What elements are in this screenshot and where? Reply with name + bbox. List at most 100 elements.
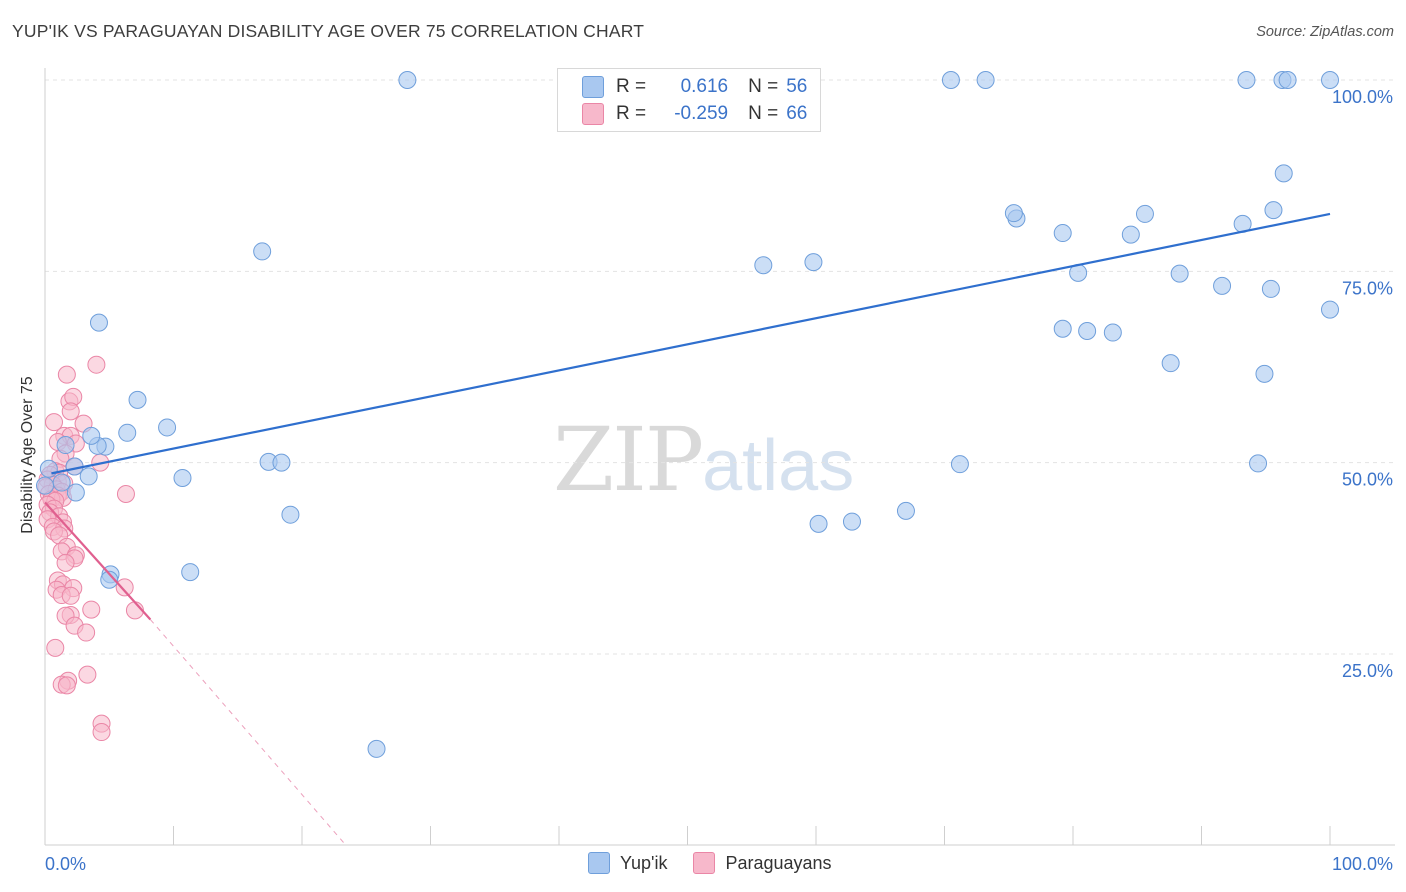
paraguayans-point: [82, 600, 101, 619]
legend-label-yupik: Yup'ik: [620, 852, 668, 873]
legend-label-paraguayans: Paraguayans: [725, 852, 832, 873]
yupik-point: [1249, 454, 1268, 473]
yupik-point: [1237, 71, 1256, 89]
legend-r-label: R =: [616, 76, 647, 97]
tick-labels: 25.0% 50.0% 75.0% 100.0% 0.0% 100.0%: [45, 87, 1393, 874]
yupik-point: [1103, 323, 1122, 342]
paraguayans-point: [44, 413, 63, 432]
paraguayans-point: [46, 638, 65, 657]
yupik-point: [754, 256, 773, 275]
gridlines: [45, 79, 1395, 655]
yupik-point: [82, 426, 101, 445]
yupik-point: [804, 253, 823, 272]
yupik-point: [52, 473, 71, 492]
yupik-point: [1264, 201, 1283, 220]
legend-n-label: N =: [748, 103, 779, 124]
paraguayans-trendline: [44, 501, 152, 621]
paraguayans-points: [37, 355, 144, 742]
yupik-point: [842, 512, 861, 531]
yupik-point: [158, 418, 177, 437]
yupik-point: [941, 71, 960, 89]
yupik-point: [809, 514, 828, 533]
x-tick-label: 0.0%: [45, 854, 86, 874]
yupik-point: [1053, 319, 1072, 338]
yupik-point: [1121, 225, 1140, 244]
yupik-point: [1274, 164, 1293, 183]
yupik-point: [272, 453, 291, 472]
yupik-point: [118, 423, 137, 442]
yupik-point: [89, 313, 108, 332]
yupik-point: [253, 242, 272, 261]
y-tick-label: 75.0%: [1342, 278, 1393, 298]
yupik-point: [39, 459, 58, 478]
legend-r-value: -0.259: [674, 103, 729, 124]
x-tick-label: 100.0%: [1332, 854, 1393, 874]
yupik-point: [1278, 71, 1297, 89]
legend-row-yupik: R = 0.616 N = 56: [582, 75, 807, 99]
yupik-point: [56, 436, 75, 455]
yupik-point: [1135, 204, 1154, 223]
yupik-point: [181, 563, 200, 582]
legend-item-paraguayans[interactable]: Paraguayans: [693, 852, 832, 874]
paraguayans-point: [77, 623, 96, 642]
yupik-point: [1321, 71, 1339, 89]
trendlines: [44, 212, 1331, 846]
watermark-zip: ZIP: [553, 408, 704, 511]
legend-r-value: 0.616: [680, 76, 729, 97]
yupik-point: [1053, 224, 1072, 243]
series-legend: Yup'ik Paraguayans: [588, 852, 858, 874]
yupik-point: [1004, 204, 1023, 223]
yupik-point: [1261, 279, 1280, 298]
legend-row-paraguayans: R = -0.259 N = 66: [582, 102, 807, 126]
paraguayans-point: [92, 723, 111, 742]
legend-n-value: 56: [786, 76, 808, 97]
legend-swatch-pink: [693, 852, 716, 874]
legend-r-label: R =: [616, 103, 647, 124]
watermark-atlas: atlas: [702, 426, 855, 506]
source-label: Source: ZipAtlas.com: [1256, 24, 1394, 40]
yupik-point: [1078, 322, 1097, 341]
yupik-point: [100, 570, 119, 589]
yupik-point: [79, 467, 98, 486]
yupik-point: [896, 501, 915, 520]
watermark: ZIPatlas: [553, 408, 854, 511]
legend-item-yupik[interactable]: Yup'ik: [588, 852, 667, 874]
legend-swatch-pink: [582, 103, 604, 125]
paraguayans-point: [61, 402, 80, 421]
yupik-point: [36, 476, 54, 495]
y-tick-label: 25.0%: [1342, 661, 1393, 681]
yupik-point: [1170, 264, 1189, 283]
y-tick-label: 100.0%: [1332, 87, 1393, 107]
yupik-point: [976, 71, 995, 89]
paraguayans-point: [57, 365, 76, 384]
legend-swatch-blue: [588, 852, 610, 874]
y-tick-label: 50.0%: [1342, 470, 1393, 490]
axes: [44, 68, 1395, 846]
yupik-trendline: [51, 212, 1331, 475]
yupik-point: [173, 468, 192, 487]
yupik-point: [66, 483, 85, 502]
chart-title: YUP'IK VS PARAGUAYAN DISABILITY AGE OVER…: [12, 21, 645, 41]
yupik-point: [128, 390, 147, 409]
paraguayans-point: [57, 676, 76, 695]
yupik-point: [1255, 364, 1274, 383]
yupik-point: [367, 739, 386, 758]
paraguayans-trendline-extension: [149, 619, 347, 846]
yupik-point: [398, 71, 417, 89]
yupik-point: [950, 455, 969, 474]
yupik-points: [36, 71, 1339, 758]
yupik-point: [281, 505, 300, 524]
legend-swatch-blue: [582, 76, 604, 98]
paraguayans-point: [116, 485, 135, 504]
stats-legend: R = 0.616 N = 56 R = -0.259 N = 66: [557, 68, 821, 132]
paraguayans-point: [61, 586, 80, 605]
paraguayans-point: [87, 355, 106, 374]
yupik-point: [1161, 354, 1180, 373]
yupik-point: [1321, 300, 1339, 319]
paraguayans-point: [115, 578, 134, 597]
legend-n-value: 66: [786, 103, 808, 124]
paraguayans-point: [56, 553, 75, 572]
legend-n-label: N =: [748, 76, 779, 97]
yupik-point: [1213, 276, 1232, 295]
